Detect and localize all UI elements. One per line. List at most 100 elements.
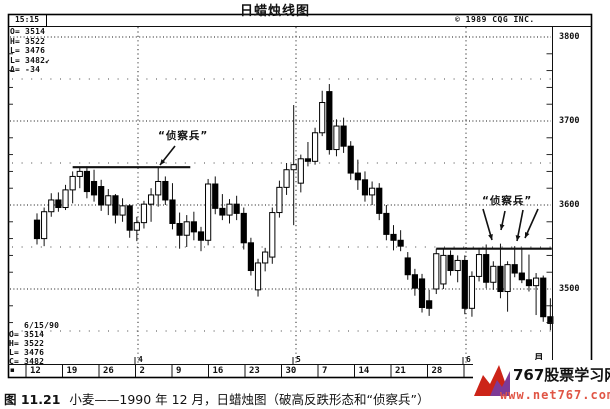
candle-body-down (90, 180, 98, 196)
quote-block-current: O= 3514 H= 3522 L= 3476 L= 3482↙ Δ= -34 (10, 27, 50, 75)
candle-body-up (504, 264, 511, 293)
candle-body-up (262, 251, 269, 264)
candle-body-down (326, 91, 333, 151)
watermark-logo-icon (474, 365, 510, 396)
figure-number: 图 11.21 (4, 392, 61, 407)
candle-body-down (176, 222, 183, 236)
candle-body-down (190, 221, 197, 233)
scout2-arrow-head (525, 232, 530, 238)
date-label-30: 30 (285, 366, 297, 376)
candle-body-down (383, 212, 390, 235)
candle-body-up (533, 277, 540, 287)
candle-body-up (433, 253, 440, 290)
watermark-url[interactable]: www.net767.com (500, 388, 610, 402)
date-label-2: 2 (139, 366, 145, 376)
time-tab: 15:15 (8, 14, 47, 27)
candle-body-down (247, 242, 255, 272)
candle-body-down (397, 239, 404, 247)
chart-title: 日蜡烛线图 (240, 4, 311, 19)
candle-body-up (254, 262, 262, 291)
month-label-5: 5 (296, 355, 301, 364)
candle-body-down (340, 125, 347, 147)
candle-body-down (447, 254, 454, 272)
candle-body-down (461, 259, 468, 309)
candle-body-up (333, 125, 340, 151)
watermark[interactable]: 767股票学习网 www.net767.com (473, 360, 610, 409)
watermark-site-name[interactable]: 767股票学习网 (513, 366, 610, 384)
candle-body-down (404, 257, 411, 276)
candle-body-down (354, 172, 361, 181)
date-label-9: 9 (176, 366, 182, 376)
candle-body-down (240, 212, 247, 244)
candle-body-up (48, 199, 55, 213)
quote-open: O= 3514 (10, 27, 46, 36)
candle-body-down (33, 219, 41, 240)
candle-body-up (454, 259, 461, 272)
price-label-3700: 3700 (559, 116, 580, 126)
quote-low: L= 3476 (10, 46, 46, 56)
annotation-scout-2: “侦察兵” (482, 195, 533, 207)
candle-body-up (283, 169, 290, 188)
axis-corner-marker: ▪ (10, 366, 15, 374)
quote-last: L= 3482↙ (10, 55, 51, 65)
quote-block-date: 6/15/90 O= 3514 H= 3522 L= 3476 C= 3482 (9, 321, 59, 367)
candle-body-up (147, 194, 155, 205)
candle-body-up (311, 132, 319, 162)
candle-body-up (226, 203, 233, 216)
candle-body-up (205, 183, 212, 241)
figure-caption-text: 小麦——1990 年 12 月，日蜡烛图（破高反跌形态和“侦察兵”） (69, 392, 430, 407)
candle-body-down (390, 233, 397, 241)
candle-body-down (418, 278, 426, 308)
candle-body-down (511, 264, 518, 274)
month-label-4: 4 (138, 355, 143, 364)
date-label-12: 12 (30, 366, 41, 376)
price-label-3600: 3600 (559, 200, 580, 210)
price-label-3500: 3500 (559, 284, 580, 294)
candle-body-down (212, 183, 219, 209)
price-label-3800: 3800 (559, 32, 580, 42)
scout2-arrow-head (488, 234, 493, 240)
candle-body-down (83, 170, 91, 193)
candle-body-up (183, 221, 190, 236)
candle-body-down (497, 265, 504, 293)
candle-body-up (140, 203, 148, 224)
candle-body-up (490, 265, 497, 283)
month-label-6: 6 (466, 355, 471, 364)
chart-frame (7, 13, 593, 379)
quote-high: H= 3522 (10, 36, 46, 46)
quote-low: L= 3476 (9, 347, 45, 357)
candle-body-up (133, 222, 140, 231)
candle-body-up (41, 211, 48, 240)
candle-body-down (347, 145, 354, 174)
date-label-19: 19 (66, 366, 78, 376)
candle-body-down (361, 179, 369, 196)
candle-body-down (525, 279, 533, 287)
candle-body-down (197, 231, 205, 241)
quote-close: C= 3482 (9, 356, 45, 366)
date-label-16: 16 (212, 366, 224, 376)
candle-body-down (233, 203, 240, 214)
candle-body-down (304, 158, 312, 162)
candle-body-down (483, 254, 490, 283)
quote-change: Δ= -34 (10, 65, 41, 75)
candle-body-down (169, 199, 176, 224)
candle-body-up (276, 186, 283, 214)
candle-body-down (426, 300, 433, 309)
date-label-21: 21 (395, 366, 406, 376)
candle-body-up (62, 189, 69, 209)
candle-body-down (518, 272, 525, 281)
date-label-23: 23 (249, 366, 260, 376)
candle-body-up (69, 175, 76, 191)
quote-high: H= 3522 (9, 338, 45, 348)
candle-body-down (376, 187, 383, 214)
candle-body-up (297, 158, 304, 184)
candle-body-down (219, 207, 226, 216)
date-label-26: 26 (103, 366, 114, 376)
date-label-14: 14 (358, 366, 370, 376)
scout1-arrow-head (160, 159, 166, 165)
candle-body-up (440, 254, 447, 285)
candle-body-up (369, 187, 376, 196)
candle-body-down (162, 180, 169, 201)
